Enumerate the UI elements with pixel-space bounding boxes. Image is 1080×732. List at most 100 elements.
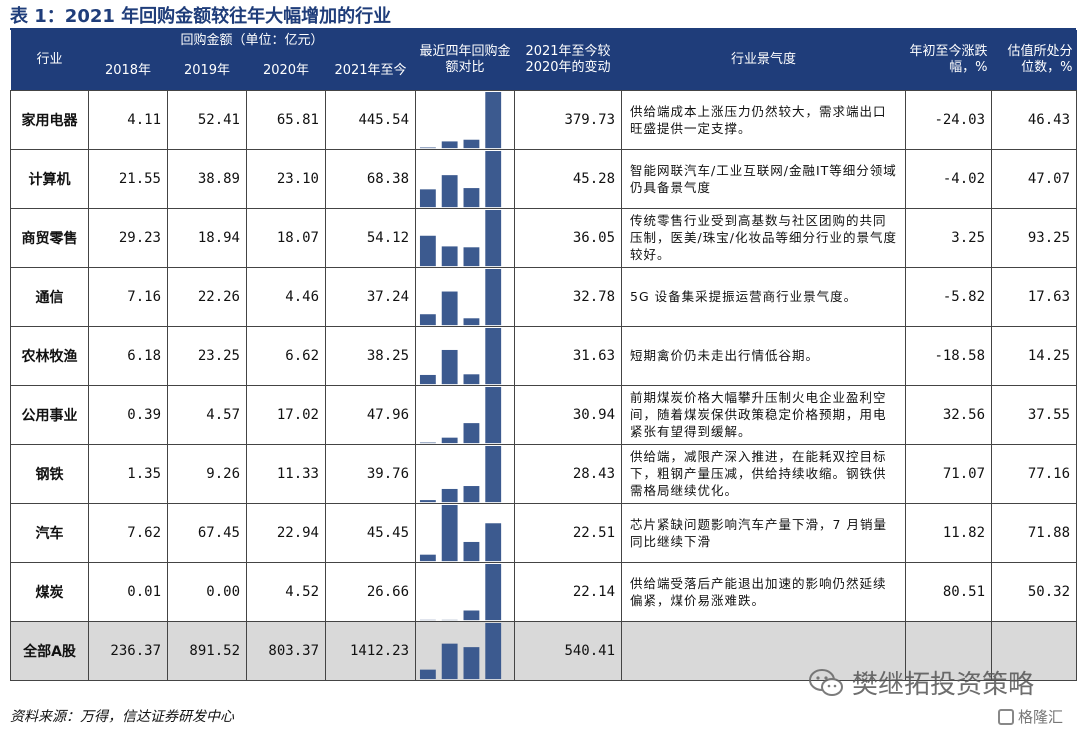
change-cell: 31.63 bbox=[514, 325, 623, 386]
ytd-change-cell: -24.03 bbox=[905, 89, 993, 150]
value-2018-cell: 0.01 bbox=[88, 561, 168, 622]
bar-year-2018 bbox=[419, 669, 436, 679]
outlook-cell: 供给端，减限产深入推进，在能耗双控目标下，粗钢产量压减，供给持续收缩。钢铁供需格… bbox=[621, 443, 907, 504]
logo-icon bbox=[998, 708, 1014, 725]
value-2021-cell: 68.38 bbox=[324, 148, 417, 209]
header-industry: 行业 bbox=[10, 30, 89, 90]
ytd-change-cell: -5.82 bbox=[905, 266, 993, 327]
value-2020-cell: 6.62 bbox=[246, 325, 326, 386]
value-2020-cell: 17.02 bbox=[246, 384, 326, 445]
value-2018-cell: 29.23 bbox=[88, 207, 168, 268]
change-cell: 45.28 bbox=[514, 148, 623, 209]
industry-cell: 计算机 bbox=[10, 148, 89, 209]
value-2020-cell: 4.46 bbox=[246, 266, 326, 327]
change-cell: 36.05 bbox=[514, 207, 623, 268]
change-cell: 379.73 bbox=[514, 89, 623, 150]
value-2019-cell: 67.45 bbox=[167, 502, 247, 563]
value-2018-cell: 236.37 bbox=[88, 620, 168, 681]
header-change: 2021年至今较2020年的变动 bbox=[514, 30, 622, 90]
mini-bar-chart bbox=[419, 91, 502, 148]
bar-compare-cell bbox=[415, 325, 516, 386]
value-2019-cell: 22.26 bbox=[167, 266, 247, 327]
value-2021-cell: 26.66 bbox=[324, 561, 417, 622]
table-row: 公用事业 0.39 4.57 17.02 47.96 30.94 前期煤炭价格大幅攀升压制火… bbox=[10, 384, 1078, 445]
industry-cell: 钢铁 bbox=[10, 443, 89, 504]
buyback-table: 行业 回购金额（单位：亿元） 最近四年回购金额对比 2021年至今较2020年的… bbox=[10, 30, 1078, 681]
bar-year-2019 bbox=[441, 504, 458, 561]
header-compare: 最近四年回购金额对比 bbox=[415, 30, 515, 90]
bar-year-2021 bbox=[485, 522, 502, 561]
table-body: 家用电器 4.11 52.41 65.81 445.54 379.73 供给端成本上涨压力仍… bbox=[10, 89, 1078, 681]
industry-cell: 通信 bbox=[10, 266, 89, 327]
change-cell: 22.14 bbox=[514, 561, 623, 622]
bar-compare-cell bbox=[415, 89, 516, 150]
bar-year-2020 bbox=[463, 422, 480, 443]
ytd-change-cell: 80.51 bbox=[905, 561, 993, 622]
valuation-cell: 50.32 bbox=[991, 561, 1078, 622]
table-row: 煤炭 0.01 0.00 4.52 26.66 22.14 供给端受落后产能退出加速的影响仍… bbox=[10, 561, 1078, 622]
header-2018: 2018年 bbox=[88, 52, 168, 90]
bar-year-2020 bbox=[463, 139, 480, 148]
change-cell: 22.51 bbox=[514, 502, 623, 563]
value-2021-cell: 38.25 bbox=[324, 325, 417, 386]
mini-bar-chart bbox=[419, 327, 502, 384]
bar-year-2018 bbox=[419, 554, 436, 561]
value-2018-cell: 0.39 bbox=[88, 384, 168, 445]
bar-year-2021 bbox=[485, 150, 502, 207]
bar-year-2019 bbox=[441, 349, 458, 384]
valuation-cell: 93.25 bbox=[991, 207, 1078, 268]
bar-year-2018 bbox=[419, 235, 436, 266]
valuation-cell: 71.88 bbox=[991, 502, 1078, 563]
value-2018-cell: 7.16 bbox=[88, 266, 168, 327]
bar-compare-cell bbox=[415, 207, 516, 268]
logo-text: 格隆汇 bbox=[1018, 708, 1064, 726]
change-cell: 540.41 bbox=[514, 620, 623, 681]
value-2019-cell: 891.52 bbox=[167, 620, 247, 681]
value-2019-cell: 18.94 bbox=[167, 207, 247, 268]
outlook-cell: 短期禽价仍未走出行情低谷期。 bbox=[621, 325, 907, 386]
industry-cell: 农林牧渔 bbox=[10, 325, 89, 386]
value-2019-cell: 0.00 bbox=[167, 561, 247, 622]
value-2021-cell: 1412.23 bbox=[324, 620, 417, 681]
table-title: 表 1：2021 年回购金额较往年大幅增加的行业 bbox=[10, 6, 392, 27]
outlook-cell: 芯片紧缺问题影响汽车产量下滑，7 月销量同比继续下滑 bbox=[621, 502, 907, 563]
header-2020: 2020年 bbox=[246, 52, 326, 90]
bar-year-2019 bbox=[441, 174, 458, 207]
bar-year-2020 bbox=[463, 373, 480, 384]
title-rule bbox=[10, 28, 1076, 30]
bar-year-2021 bbox=[485, 386, 502, 443]
header-2021: 2021年至今 bbox=[325, 52, 416, 90]
header-valuation: 估值所处分位数，% bbox=[991, 30, 1077, 90]
bar-compare-cell bbox=[415, 443, 516, 504]
value-2020-cell: 18.07 bbox=[246, 207, 326, 268]
value-2019-cell: 9.26 bbox=[167, 443, 247, 504]
outlook-cell: 智能网联汽车/工业互联网/金融IT等细分领域仍具备景气度 bbox=[621, 148, 907, 209]
value-2021-cell: 45.45 bbox=[324, 502, 417, 563]
value-2019-cell: 4.57 bbox=[167, 384, 247, 445]
header-2019: 2019年 bbox=[167, 52, 247, 90]
ytd-change-cell: 3.25 bbox=[905, 207, 993, 268]
brand-logo: 格隆汇 bbox=[998, 706, 1063, 727]
industry-cell: 商贸零售 bbox=[10, 207, 89, 268]
bar-year-2019 bbox=[441, 437, 458, 443]
bar-year-2021 bbox=[485, 327, 502, 384]
change-cell: 32.78 bbox=[514, 266, 623, 327]
bar-year-2018 bbox=[419, 313, 436, 325]
header-ytd-change: 年初至今涨跌幅，% bbox=[905, 30, 992, 90]
bar-year-2018 bbox=[419, 374, 436, 384]
bar-year-2021 bbox=[485, 563, 502, 620]
wechat-icon bbox=[809, 668, 843, 696]
bar-year-2020 bbox=[463, 187, 480, 207]
value-2018-cell: 4.11 bbox=[88, 89, 168, 150]
industry-cell: 公用事业 bbox=[10, 384, 89, 445]
bar-year-2021 bbox=[485, 445, 502, 502]
mini-bar-chart bbox=[419, 150, 502, 207]
mini-bar-chart bbox=[419, 386, 502, 443]
ytd-change-cell: 11.82 bbox=[905, 502, 993, 563]
source-note: 资料来源：万得，信达证券研发中心 bbox=[10, 709, 234, 725]
bar-year-2021 bbox=[485, 268, 502, 325]
bar-compare-cell bbox=[415, 502, 516, 563]
table-row: 计算机 21.55 38.89 23.10 68.38 45.28 智能网联汽车/工业互联网… bbox=[10, 148, 1078, 209]
header-amount-group: 回购金额（单位：亿元） bbox=[88, 30, 416, 52]
bar-compare-cell bbox=[415, 148, 516, 209]
